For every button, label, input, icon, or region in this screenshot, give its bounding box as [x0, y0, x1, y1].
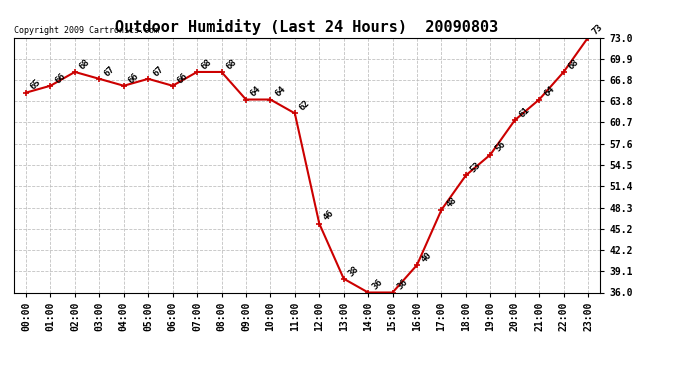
Text: 56: 56 — [493, 140, 507, 154]
Text: 68: 68 — [566, 57, 580, 71]
Text: 68: 68 — [78, 57, 92, 71]
Text: Copyright 2009 Cartronics.com: Copyright 2009 Cartronics.com — [14, 26, 159, 35]
Text: 64: 64 — [542, 85, 556, 99]
Text: 36: 36 — [371, 278, 385, 292]
Text: 40: 40 — [420, 250, 434, 264]
Text: 36: 36 — [395, 278, 409, 292]
Text: 66: 66 — [53, 71, 67, 85]
Text: 66: 66 — [175, 71, 189, 85]
Text: 61: 61 — [518, 105, 531, 119]
Text: 64: 64 — [273, 85, 287, 99]
Text: 64: 64 — [248, 85, 263, 99]
Text: 67: 67 — [151, 64, 165, 78]
Text: 46: 46 — [322, 209, 336, 223]
Text: 65: 65 — [29, 78, 43, 92]
Text: 38: 38 — [346, 264, 360, 278]
Text: 68: 68 — [200, 57, 214, 71]
Text: 62: 62 — [297, 99, 312, 112]
Text: 48: 48 — [444, 195, 458, 209]
Text: 73: 73 — [591, 23, 605, 37]
Title: Outdoor Humidity (Last 24 Hours)  20090803: Outdoor Humidity (Last 24 Hours) 2009080… — [115, 19, 499, 35]
Text: 68: 68 — [224, 57, 238, 71]
Text: 67: 67 — [102, 64, 116, 78]
Text: 66: 66 — [126, 71, 141, 85]
Text: 53: 53 — [469, 160, 482, 174]
